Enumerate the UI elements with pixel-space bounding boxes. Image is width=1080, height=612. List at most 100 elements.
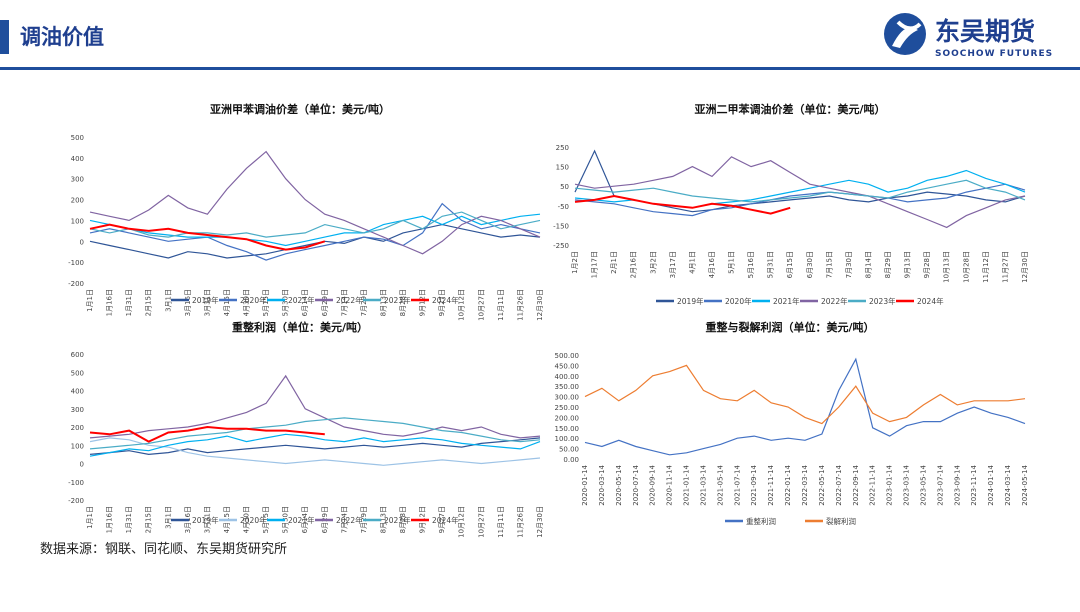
series-line: [89, 417, 541, 450]
x-tick-label: 2020-09-14: [649, 464, 657, 505]
series-line: [584, 357, 1026, 456]
x-tick-label: 3月16日: [184, 289, 192, 316]
y-tick-label: 0: [80, 461, 84, 469]
y-tick-label: 200: [71, 424, 84, 432]
x-tick-label: 5月15日: [262, 506, 270, 533]
x-tick-label: 2021-11-14: [767, 464, 775, 505]
logo-name: 东吴期货: [935, 17, 1035, 46]
x-tick-label: 2021-05-14: [716, 464, 724, 505]
x-tick-label: 3月2日: [649, 251, 657, 274]
x-tick-label: 10月12日: [458, 506, 466, 538]
chart-title: 亚洲二甲苯调油价差（单位：美元/吨）: [694, 102, 885, 116]
x-tick-label: 11月12日: [982, 251, 990, 283]
y-tick-label: -50: [558, 203, 569, 211]
x-tick-label: 2020-07-14: [632, 464, 640, 505]
x-tick-label: 5月15日: [262, 289, 270, 316]
x-tick-label: 2023-05-14: [919, 464, 927, 505]
header-rule: [0, 67, 1080, 70]
legend-label: 2020年: [725, 296, 752, 306]
x-tick-label: 7月14日: [340, 506, 348, 533]
x-tick-label: 2023-11-14: [970, 464, 978, 505]
legend-label: 2022年: [336, 515, 363, 525]
x-tick-label: 1月1日: [86, 289, 94, 312]
x-tick-label: 10月28日: [962, 251, 970, 283]
series-line: [89, 150, 541, 255]
x-tick-label: 10月27日: [477, 506, 485, 538]
x-tick-label: 11月11日: [497, 289, 505, 321]
series-line: [89, 437, 541, 456]
y-tick-label: 250.00: [555, 404, 580, 412]
x-tick-label: 4月1日: [688, 251, 696, 274]
x-tick-label: 10月12日: [458, 289, 466, 321]
x-tick-label: 2023-03-14: [903, 464, 911, 505]
x-tick-label: 8月29日: [884, 251, 892, 278]
series-line: [574, 156, 1026, 229]
legend-label: 2024年: [432, 515, 459, 525]
x-tick-label: 4月30日: [243, 506, 251, 533]
x-tick-label: 2024-01-14: [987, 464, 995, 505]
x-tick-label: 7月14日: [340, 289, 348, 316]
legend-label: 2020年: [240, 295, 267, 305]
x-tick-label: 9月13日: [904, 251, 912, 278]
legend-label: 2021年: [288, 515, 315, 525]
x-tick-label: 4月15日: [223, 289, 231, 316]
x-tick-label: 12月30日: [536, 506, 544, 538]
chart-title: 重整与裂解利润（单位：美元/吨）: [705, 320, 874, 334]
title-marker: [0, 20, 9, 54]
legend-label: 2022年: [821, 296, 848, 306]
x-tick-label: 8月28日: [399, 289, 407, 316]
legend-label: 2019年: [677, 296, 704, 306]
y-tick-label: 600: [71, 351, 84, 359]
x-tick-label: 7月29日: [360, 289, 368, 316]
y-tick-label: 350.00: [555, 383, 580, 391]
x-tick-label: 4月16日: [708, 251, 716, 278]
y-tick-label: -200: [68, 280, 84, 288]
y-tick-label: 50.00: [559, 446, 579, 454]
series-line: [89, 425, 325, 443]
y-tick-label: -200: [68, 497, 84, 505]
legend-label: 2020年: [240, 515, 267, 525]
x-tick-label: 8月13日: [379, 289, 387, 316]
legend-label: 2024年: [432, 295, 459, 305]
x-tick-label: 2022-05-14: [818, 464, 826, 505]
x-tick-label: 2022-01-14: [784, 464, 792, 505]
x-tick-label: 1月31日: [125, 289, 133, 316]
y-tick-label: 0: [80, 238, 84, 246]
x-tick-label: 2020-03-14: [598, 464, 606, 505]
x-tick-label: 9月12日: [419, 289, 427, 316]
y-tick-label: 300: [71, 406, 84, 414]
series-line: [89, 223, 326, 251]
x-tick-label: 2021-09-14: [750, 464, 758, 505]
x-tick-label: 3月1日: [164, 289, 172, 312]
x-tick-label: 11月26日: [516, 289, 524, 321]
x-tick-label: 9月27日: [438, 289, 446, 316]
series-line: [89, 213, 541, 247]
x-tick-label: 2022-03-14: [801, 464, 809, 505]
legend-label: 2019年: [192, 515, 219, 525]
y-tick-label: 100: [71, 442, 84, 450]
x-tick-label: 2月15日: [145, 506, 153, 533]
x-tick-label: 7月30日: [845, 251, 853, 278]
x-tick-label: 3月1日: [164, 506, 172, 529]
y-tick-label: -250: [553, 242, 569, 250]
x-tick-label: 6月15日: [786, 251, 794, 278]
x-tick-label: 2月15日: [145, 289, 153, 316]
x-tick-label: 5月31日: [767, 251, 775, 278]
x-tick-label: 2月16日: [630, 251, 638, 278]
y-tick-label: 150: [556, 164, 569, 172]
y-tick-label: 500: [71, 134, 84, 142]
x-tick-label: 8月13日: [379, 506, 387, 533]
x-tick-label: 2023-09-14: [953, 464, 961, 505]
y-tick-label: 300.00: [555, 394, 580, 402]
slide-title: 调油价值: [20, 25, 104, 49]
logo: [884, 13, 926, 55]
x-tick-label: 10月13日: [943, 251, 951, 283]
chart-title: 亚洲甲苯调油价差（单位：美元/吨）: [210, 102, 390, 116]
chart-title: 重整利润（单位：美元/吨）: [232, 320, 368, 334]
x-tick-label: 1月16日: [106, 506, 114, 533]
series-line: [574, 194, 791, 215]
x-tick-label: 9月27日: [438, 506, 446, 533]
x-tick-label: 3月31日: [203, 289, 211, 316]
series-line: [89, 211, 541, 238]
